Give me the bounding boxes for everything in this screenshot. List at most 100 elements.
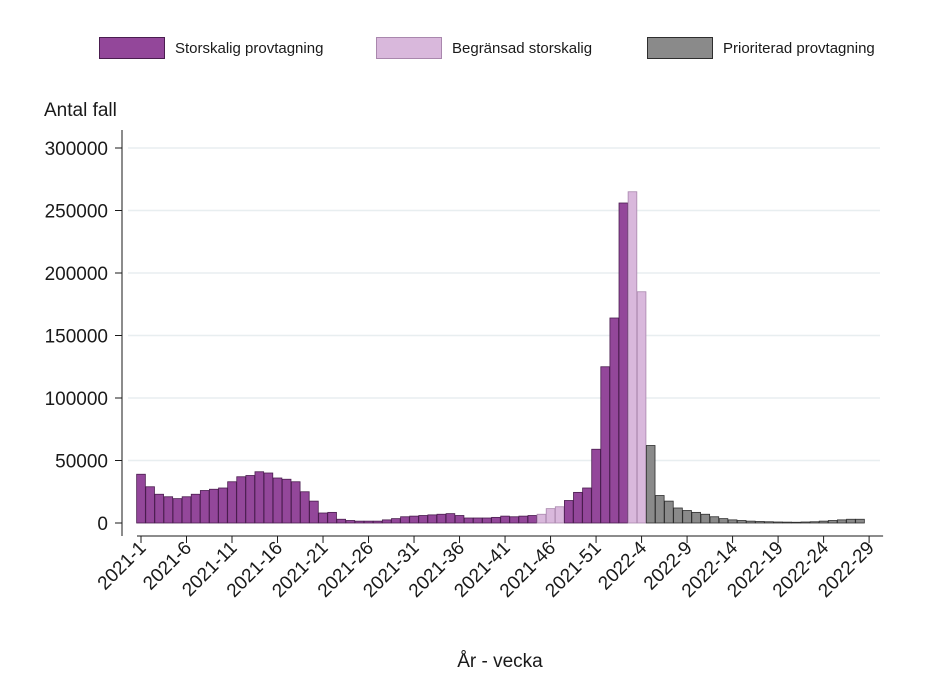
bar-2021-18 xyxy=(290,481,301,524)
bar-2022-26 xyxy=(837,519,847,524)
bar-2021-2 xyxy=(145,486,155,524)
bar-2021-26 xyxy=(363,520,374,524)
bar-2021-16 xyxy=(272,477,283,524)
legend-item-storskalig: Storskalig provtagning xyxy=(99,35,323,61)
bar-2022-12 xyxy=(709,516,720,524)
bar-2021-43 xyxy=(518,515,529,524)
bar-2021-8 xyxy=(199,490,210,524)
bar-2022-28 xyxy=(855,518,865,524)
bar-2022-3 xyxy=(627,191,638,524)
legend-label-prioriterad: Prioriterad provtagning xyxy=(723,39,875,57)
bar-2022-14 xyxy=(727,519,738,524)
legend-swatch-begransad xyxy=(376,37,442,59)
bar-2021-19 xyxy=(300,491,310,524)
bar-2022-4 xyxy=(636,291,647,524)
legend-item-begransad: Begränsad storskalig xyxy=(376,35,592,61)
bar-2022-6 xyxy=(655,495,665,524)
bar-2022-27 xyxy=(846,518,856,524)
legend: Storskalig provtagning Begränsad storska… xyxy=(0,35,925,61)
y-tick-label: 0 xyxy=(97,514,108,535)
bar-2021-33 xyxy=(427,514,437,524)
x-tick-label: 2022-4 xyxy=(594,537,651,594)
bar-2021-48 xyxy=(564,500,574,524)
bar-2022-22 xyxy=(800,521,811,524)
bar-2022-9 xyxy=(682,510,692,524)
bar-2021-27 xyxy=(372,520,383,524)
x-tick-label: 2021-1 xyxy=(94,538,151,595)
bar-2021-25 xyxy=(354,520,365,524)
legend-label-begransad: Begränsad storskalig xyxy=(452,39,593,57)
bar-2022-7 xyxy=(664,500,674,524)
legend-label-storskalig: Storskalig provtagning xyxy=(175,39,324,57)
bar-2021-11 xyxy=(227,481,237,524)
bar-2021-21 xyxy=(318,512,328,524)
bar-2021-14 xyxy=(254,471,265,524)
bar-2021-20 xyxy=(309,500,319,524)
bar-2022-1 xyxy=(609,317,620,524)
legend-item-prioriterad: Prioriterad provtagning xyxy=(647,35,875,61)
bar-2021-15 xyxy=(263,472,274,524)
y-tick-label: 50000 xyxy=(55,452,108,473)
bar-2022-10 xyxy=(691,511,701,524)
y-tick-label: 150000 xyxy=(45,327,108,348)
bar-2021-28 xyxy=(381,519,392,524)
bar-2021-38 xyxy=(472,517,483,524)
bar-2021-35 xyxy=(445,513,456,524)
y-tick-label: 300000 xyxy=(45,139,108,160)
bars xyxy=(136,191,865,524)
bar-2022-23 xyxy=(809,521,820,524)
bar-2021-12 xyxy=(236,476,246,524)
axes: 0 50000 100000 150000 200000 250000 300000 2021… xyxy=(45,130,884,602)
bar-2021-47 xyxy=(554,506,565,524)
bar-2021-1 xyxy=(136,473,146,524)
bar-2021-13 xyxy=(245,475,255,524)
bar-2022-19 xyxy=(773,521,783,524)
bar-2022-16 xyxy=(746,520,756,524)
bar-2021-37 xyxy=(463,517,474,524)
legend-swatch-storskalig xyxy=(99,37,165,59)
bar-2021-40 xyxy=(491,516,501,524)
bar-2021-29 xyxy=(391,518,401,524)
bar-2022-11 xyxy=(700,513,711,524)
bar-2021-31 xyxy=(409,515,419,524)
bar-2021-30 xyxy=(400,516,410,524)
bar-2021-3 xyxy=(154,493,164,524)
y-tick-label: 250000 xyxy=(45,202,108,223)
bar-2021-24 xyxy=(345,520,356,524)
bar-2022-13 xyxy=(718,518,729,524)
bar-2021-7 xyxy=(190,493,201,524)
bar-2022-2 xyxy=(618,202,629,524)
bar-2021-22 xyxy=(327,511,337,524)
bar-2021-52 xyxy=(600,366,610,524)
y-tick-label: 100000 xyxy=(45,389,108,410)
bar-2021-6 xyxy=(181,496,192,524)
bar-2021-9 xyxy=(209,488,219,524)
y-tick-label: 200000 xyxy=(45,264,108,285)
bar-2021-23 xyxy=(336,518,346,524)
bar-2021-44 xyxy=(527,515,538,524)
bar-2022-8 xyxy=(673,507,683,524)
bar-2021-42 xyxy=(509,516,519,524)
bar-2021-10 xyxy=(218,487,228,524)
bar-2021-49 xyxy=(573,491,583,524)
bar-2021-36 xyxy=(454,515,465,524)
x-axis-title: År - vecka xyxy=(457,651,543,672)
bar-2021-32 xyxy=(418,515,428,524)
bar-2022-17 xyxy=(755,521,765,524)
bar-2021-39 xyxy=(482,517,492,524)
bar-2021-34 xyxy=(436,513,447,524)
bar-2022-25 xyxy=(827,520,838,524)
bar-2021-17 xyxy=(281,478,292,524)
gridlines xyxy=(128,147,880,462)
bar-2021-50 xyxy=(582,487,592,524)
bar-2022-20 xyxy=(782,521,792,524)
legend-swatch-prioriterad xyxy=(647,37,713,59)
bar-2022-5 xyxy=(645,445,656,524)
bar-2022-15 xyxy=(736,520,747,524)
bar-2022-21 xyxy=(791,521,802,524)
bar-2022-18 xyxy=(764,521,774,524)
bar-2021-45 xyxy=(536,513,547,524)
bar-2022-24 xyxy=(818,520,829,524)
bar-2021-41 xyxy=(500,515,510,524)
